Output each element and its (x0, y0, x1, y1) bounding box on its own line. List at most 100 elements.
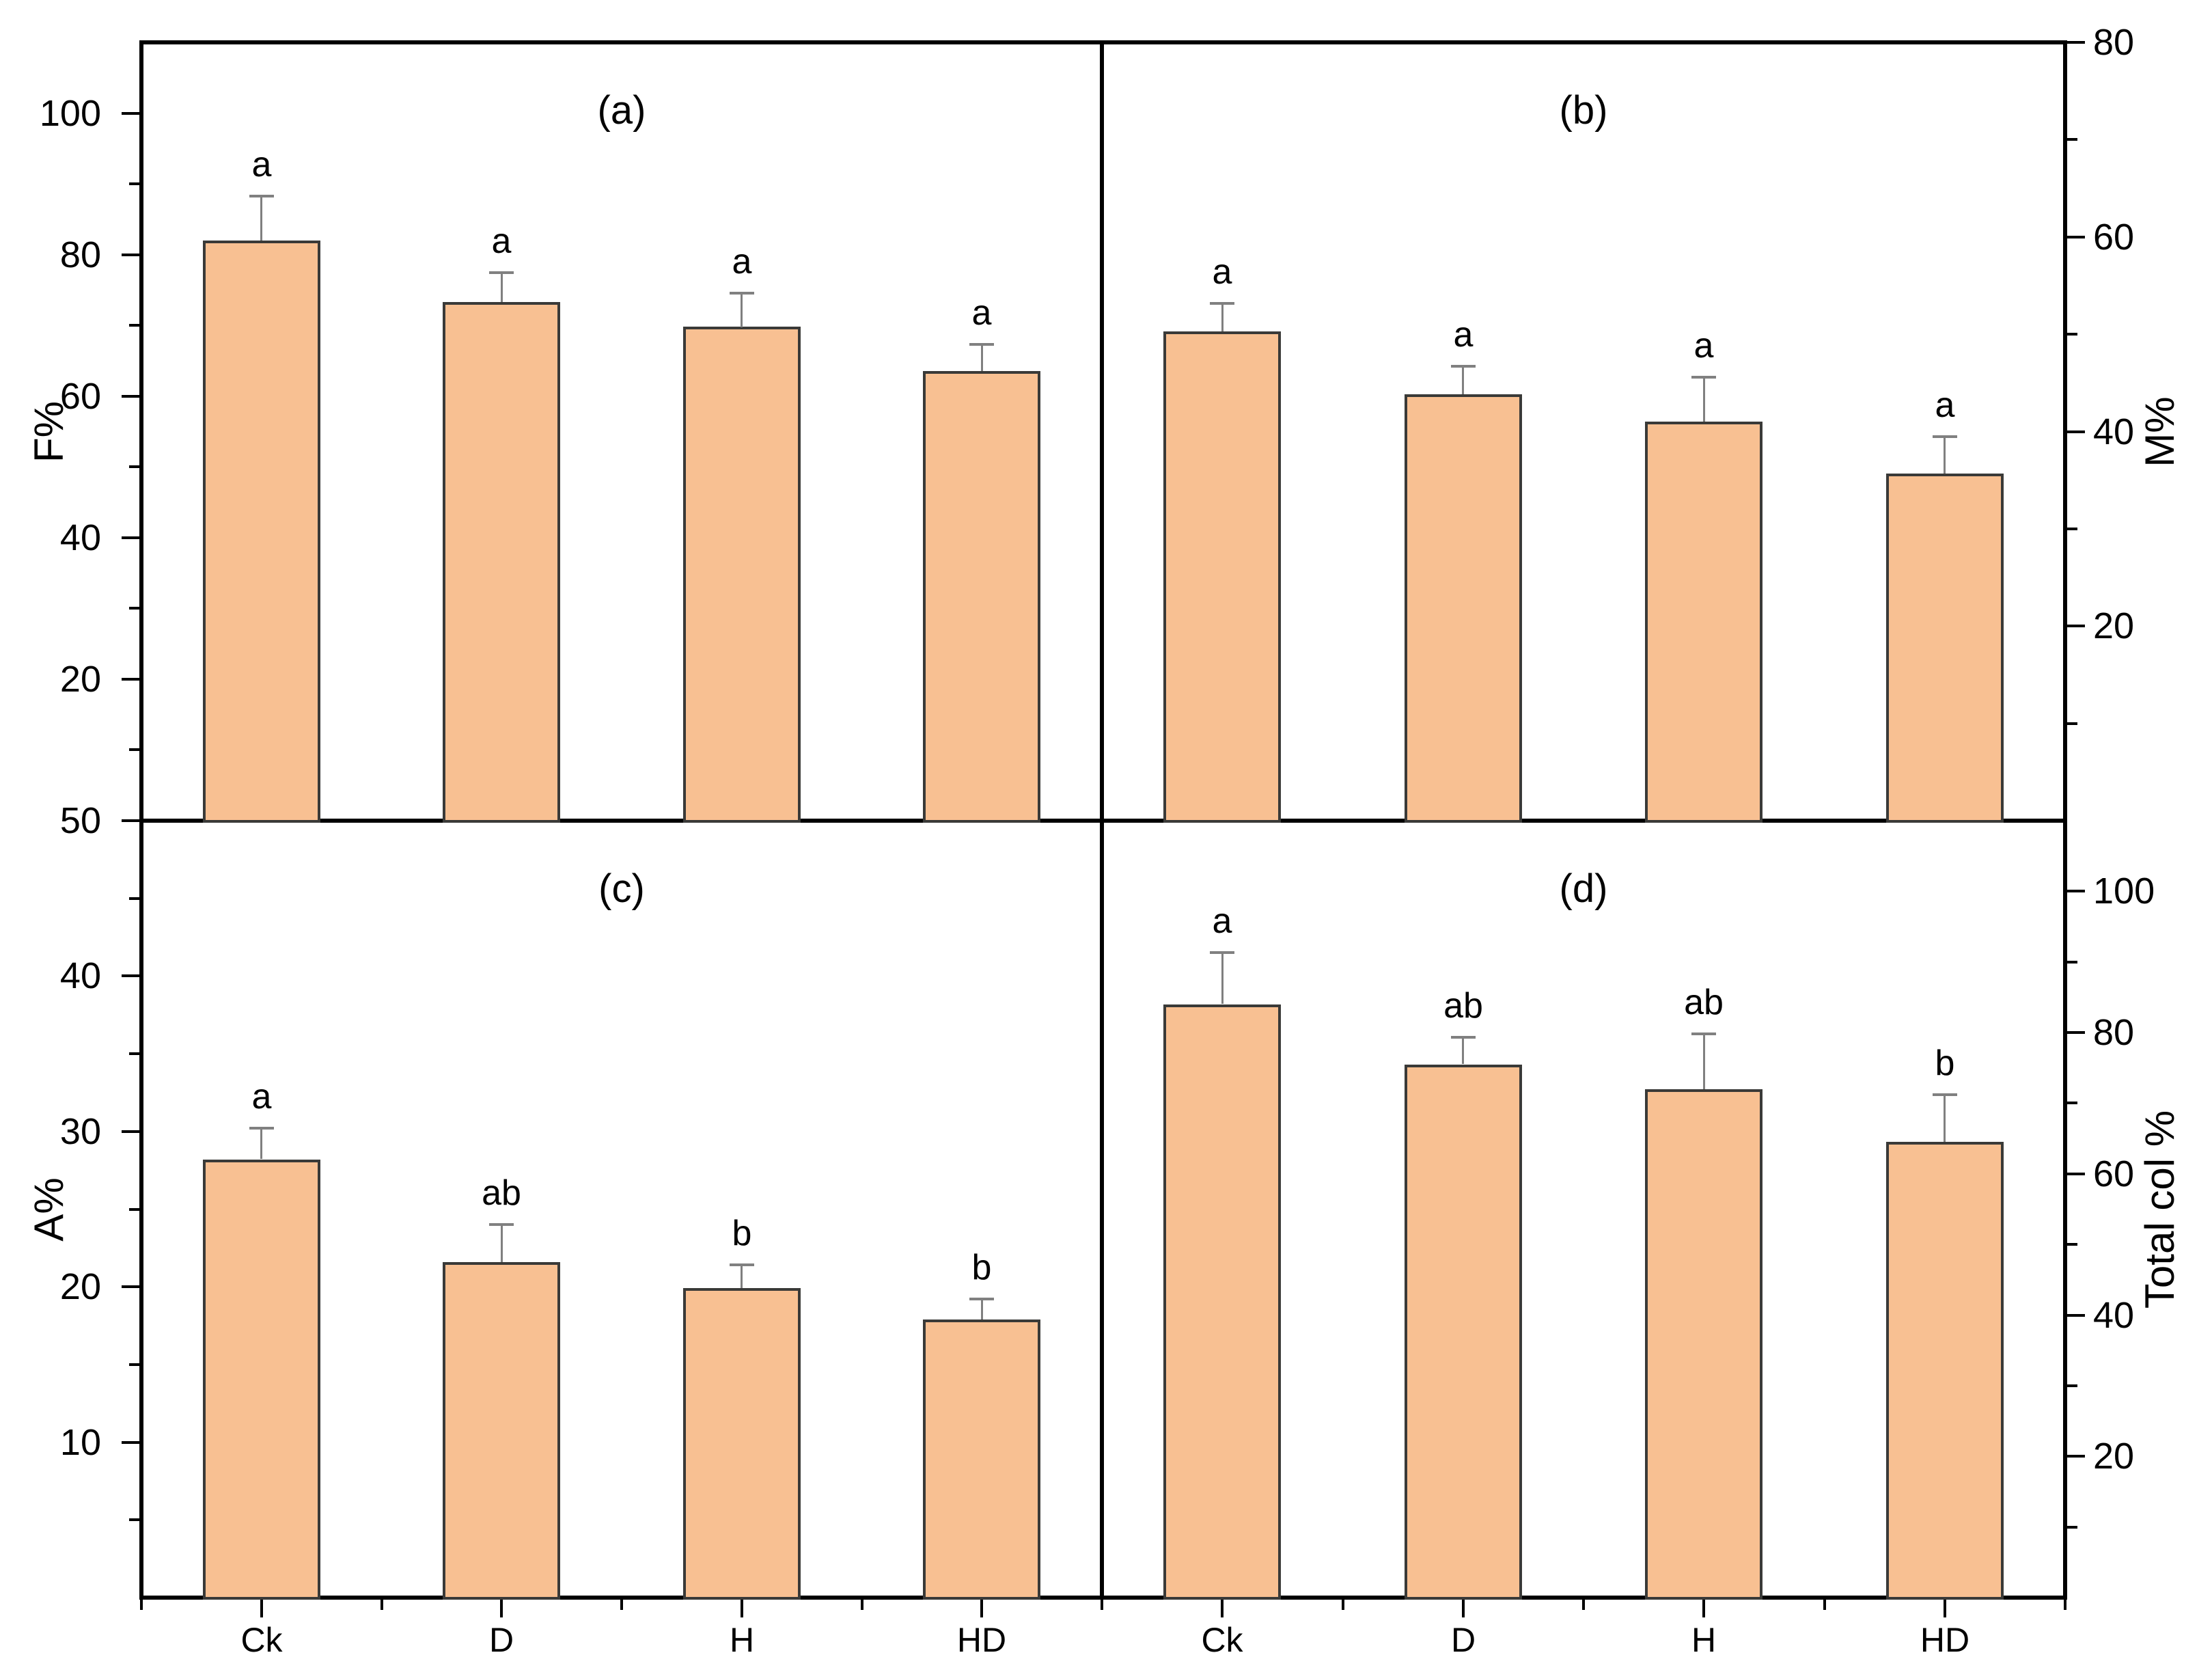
y-tick-c-10 (122, 1441, 139, 1444)
y-tick-d-20 (2067, 1455, 2085, 1458)
x-tick-c-HD (980, 1600, 983, 1617)
error-bar-cap-d-Ck (1210, 951, 1234, 954)
y-tick-a-30 (129, 607, 139, 610)
sig-letter-a-H: a (732, 242, 752, 282)
y-tick-label-d-40: 40 (2093, 1295, 2135, 1336)
sig-letter-a-Ck: a (251, 145, 272, 184)
y-tick-a-80 (122, 254, 139, 256)
y-tick-d-70 (2067, 1102, 2077, 1104)
error-bar-a-D (501, 273, 503, 302)
error-bar-cap-c-D (489, 1223, 514, 1226)
y-axis-title-c: A% (26, 1177, 72, 1242)
error-bar-d-Ck (1221, 953, 1223, 1004)
x-category-label-d-HD: HD (1920, 1621, 1970, 1659)
x-minor-tick-d-3 (1823, 1600, 1826, 1610)
y-tick-label-c-10: 10 (59, 1422, 101, 1463)
bar-a-HD (923, 371, 1040, 823)
y-tick-label-a-100: 100 (39, 93, 101, 134)
sig-letter-b-D: a (1453, 315, 1474, 355)
y-tick-d-90 (2067, 961, 2077, 963)
sig-letter-d-D: ab (1443, 986, 1483, 1026)
error-bar-cap-c-Ck (249, 1127, 274, 1130)
error-bar-a-HD (981, 344, 983, 371)
sig-letter-c-D: ab (482, 1173, 521, 1213)
y-tick-label-d-60: 60 (2093, 1153, 2135, 1194)
x-tick-d-D (1462, 1600, 1465, 1617)
sig-letter-c-HD: b (971, 1248, 992, 1287)
error-bar-cap-c-H (730, 1263, 754, 1266)
y-tick-a-40 (122, 536, 139, 539)
sig-letter-b-H: a (1693, 326, 1714, 366)
bar-b-Ck (1163, 331, 1281, 823)
y-tick-a-100 (122, 112, 139, 115)
error-bar-cap-b-Ck (1210, 302, 1234, 305)
x-category-label-c-Ck: Ck (240, 1621, 283, 1659)
y-tick-b-20 (2067, 625, 2085, 627)
y-tick-b-80 (2067, 41, 2085, 44)
y-tick-c-35 (129, 1052, 139, 1055)
y-tick-label-d-100: 100 (2093, 871, 2155, 912)
x-minor-tick-d-1 (1342, 1600, 1344, 1610)
y-tick-c-50 (122, 819, 139, 822)
y-tick-label-b-20: 20 (2093, 605, 2135, 646)
x-tick-d-HD (1944, 1600, 1946, 1617)
x-tick-d-Ck (1221, 1600, 1223, 1617)
x-minor-tick-d-4 (2064, 1600, 2066, 1610)
y-tick-a-20 (122, 678, 139, 681)
panel-divider-horizontal (141, 819, 2065, 823)
panel-label-c: (c) (598, 866, 645, 911)
y-tick-label-a-20: 20 (59, 659, 101, 700)
error-bar-cap-a-D (489, 271, 514, 274)
error-bar-a-H (741, 293, 743, 327)
bar-a-D (443, 302, 560, 823)
y-tick-label-a-80: 80 (59, 234, 101, 275)
error-bar-c-H (741, 1265, 743, 1288)
y-tick-label-c-50: 50 (59, 800, 101, 841)
x-minor-tick-c-2 (620, 1600, 623, 1610)
x-minor-tick-c-3 (861, 1600, 863, 1610)
y-tick-b-50 (2067, 333, 2077, 336)
error-bar-b-HD (1944, 437, 1946, 474)
error-bar-c-Ck (260, 1128, 262, 1159)
x-category-label-c-H: H (729, 1621, 755, 1659)
bar-c-H (683, 1288, 801, 1600)
y-tick-label-c-30: 30 (59, 1111, 101, 1152)
error-bar-cap-c-HD (969, 1298, 994, 1300)
y-tick-d-80 (2067, 1031, 2085, 1034)
sig-letter-b-HD: a (1935, 385, 1955, 425)
y-tick-b-10 (2067, 722, 2077, 725)
y-tick-c-30 (122, 1130, 139, 1133)
y-axis-title-d: Total col % (2137, 1110, 2183, 1309)
bar-d-Ck (1163, 1004, 1281, 1600)
y-tick-label-d-20: 20 (2093, 1436, 2135, 1477)
x-category-label-c-HD: HD (956, 1621, 1007, 1659)
y-tick-label-d-80: 80 (2093, 1012, 2135, 1053)
x-category-label-d-D: D (1450, 1621, 1476, 1659)
error-bar-cap-b-HD (1933, 435, 1957, 438)
error-bar-d-D (1462, 1037, 1464, 1064)
error-bar-cap-b-D (1451, 365, 1476, 368)
panel-label-d: (d) (1559, 866, 1608, 911)
y-tick-d-60 (2067, 1173, 2085, 1175)
bar-d-H (1645, 1089, 1762, 1600)
y-tick-d-30 (2067, 1384, 2077, 1387)
panel-label-a: (a) (597, 88, 646, 133)
error-bar-a-Ck (260, 196, 262, 241)
x-category-label-d-H: H (1691, 1621, 1717, 1659)
sig-letter-b-Ck: a (1212, 252, 1232, 292)
bar-a-H (683, 327, 801, 823)
y-tick-d-10 (2067, 1526, 2077, 1529)
sig-letter-c-Ck: a (251, 1077, 272, 1117)
sig-letter-d-Ck: a (1212, 901, 1232, 941)
x-minor-tick-d-0 (1101, 1600, 1103, 1610)
y-tick-c-15 (129, 1363, 139, 1366)
y-tick-a-10 (129, 748, 139, 751)
panel-label-b: (b) (1559, 88, 1608, 133)
error-bar-d-H (1703, 1034, 1705, 1089)
y-tick-b-60 (2067, 236, 2085, 238)
sig-letter-a-HD: a (971, 293, 992, 333)
y-tick-a-70 (129, 324, 139, 327)
x-minor-tick-d-2 (1582, 1600, 1585, 1610)
x-tick-c-H (741, 1600, 743, 1617)
